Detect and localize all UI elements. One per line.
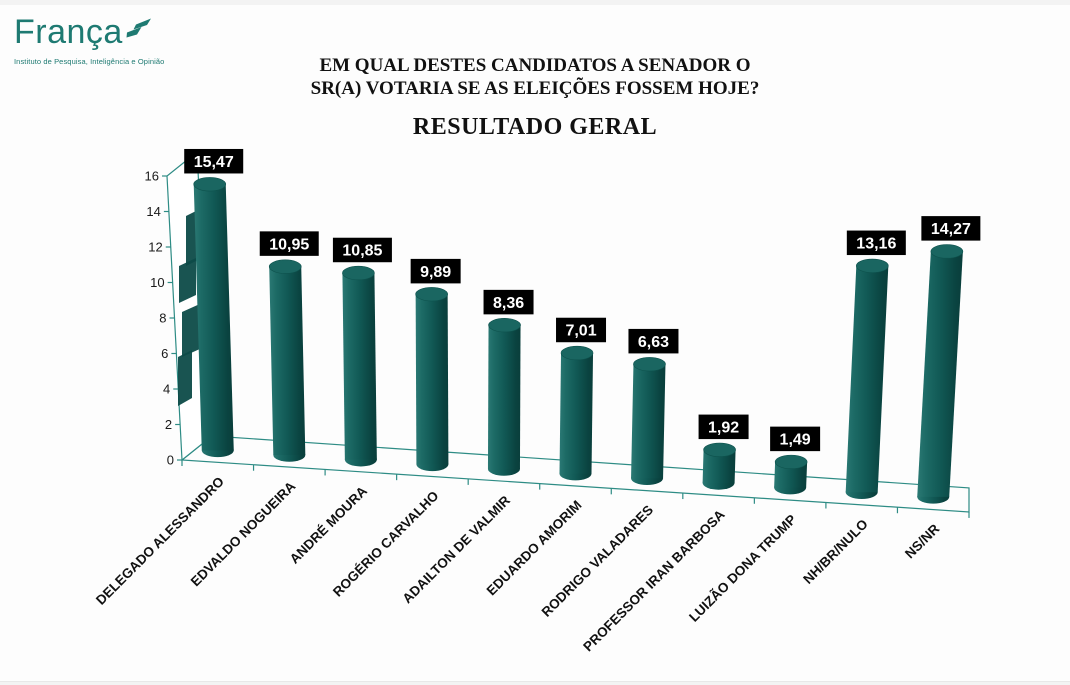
survey-question-line2: SR(A) VOTARIA SE AS ELEIÇÕES FOSSEM HOJE…	[310, 78, 760, 99]
y-axis-label: 4	[163, 382, 170, 397]
value-label-box	[410, 258, 461, 284]
category-label: NS/NR	[902, 521, 942, 561]
value-label-box	[921, 216, 981, 241]
survey-question: EM QUAL DESTES CANDIDATOS A SENADOR O SR…	[0, 54, 1070, 100]
bar-cylinder-body	[774, 461, 808, 488]
franca-logo: França Instituto de Pesquisa, Inteligênc…	[14, 14, 164, 66]
value-label-box	[628, 328, 679, 354]
cylinder-top	[856, 258, 889, 273]
value-label-box	[259, 231, 319, 256]
y-axis-label: 6	[161, 346, 168, 361]
value-label: 1,49	[780, 432, 811, 449]
y-axis-label: 0	[167, 453, 174, 468]
category-label: DELEGADO ALESSANDRO	[93, 474, 227, 608]
category-label: ANDRÉ MOURA	[287, 483, 370, 566]
cylinder-top	[488, 318, 521, 333]
cylinder-top	[415, 287, 448, 302]
y-axis-label: 16	[145, 169, 159, 184]
y-axis-label: 8	[159, 311, 166, 326]
value-label-box	[332, 237, 392, 263]
y-axis-label: 14	[146, 204, 160, 219]
category-label: PROFESSOR IRAN BARBOSA	[580, 507, 728, 655]
bar-cylinder-body	[193, 184, 234, 451]
bar-cylinder-body	[487, 325, 521, 469]
y-axis-label: 12	[148, 240, 162, 255]
cylinder-top	[774, 454, 808, 470]
value-label-box	[184, 148, 244, 174]
bar-cylinder-body	[342, 273, 377, 460]
value-label: 10,95	[269, 236, 309, 253]
value-label-box	[556, 317, 607, 343]
category-label: NH/BR/NULO	[800, 516, 871, 587]
bar-cylinder-body	[702, 449, 736, 483]
y-axis-label: 10	[150, 275, 164, 290]
franca-logo-text: França	[14, 13, 123, 51]
cylinder-top	[193, 177, 227, 192]
value-label: 7,01	[565, 323, 596, 340]
wall-shadow	[178, 350, 192, 406]
value-label: 9,89	[420, 264, 451, 281]
value-label-box	[770, 426, 821, 452]
wall-shadow	[182, 303, 202, 357]
cylinder-top	[633, 357, 666, 372]
value-label-box	[483, 289, 534, 315]
y-axis-label: 2	[165, 417, 172, 432]
franca-flash-icon	[126, 18, 151, 38]
value-label: 1,92	[708, 420, 739, 437]
cylinder-top	[930, 244, 964, 259]
bottom-edge-strip	[0, 681, 1070, 685]
survey-question-line1: EM QUAL DESTES CANDIDATOS A SENADOR O	[319, 55, 751, 76]
wall-shadow	[179, 258, 196, 303]
franca-logo-tagline: Instituto de Pesquisa, Inteligência e Op…	[14, 57, 165, 66]
bar-cylinder-body	[269, 266, 306, 456]
bar-cylinder-body	[415, 294, 449, 465]
bar-cylinder-body	[845, 265, 889, 493]
bar-cylinder-body	[559, 353, 594, 474]
value-label: 10,85	[342, 243, 382, 260]
top-edge-strip	[0, 0, 1070, 5]
value-label: 13,16	[856, 236, 896, 253]
bar-cylinder-body	[917, 251, 963, 497]
cylinder-top	[342, 265, 375, 281]
chart-title: RESULTADO GERAL	[412, 114, 658, 140]
cylinder-top	[560, 345, 594, 361]
value-label: 6,63	[638, 334, 669, 351]
value-label: 8,36	[493, 295, 524, 312]
cylinder-top	[268, 259, 302, 274]
value-label-box	[698, 414, 749, 440]
value-label-box	[846, 230, 906, 256]
value-label: 15,47	[194, 154, 234, 171]
cylinder-top	[703, 442, 736, 457]
bar-cylinder-body	[631, 364, 666, 479]
value-label: 14,27	[931, 221, 971, 238]
